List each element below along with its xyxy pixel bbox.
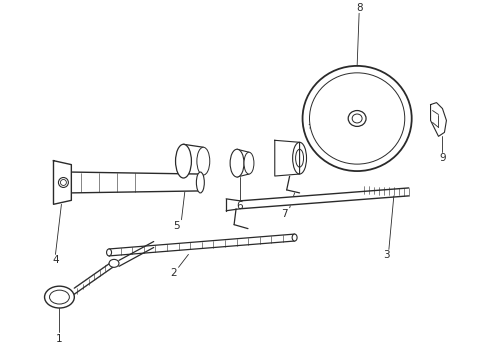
Text: 4: 4 [52,255,59,265]
Ellipse shape [302,66,412,171]
Ellipse shape [295,149,303,167]
Ellipse shape [352,114,362,123]
Polygon shape [72,172,200,193]
Polygon shape [109,234,294,256]
Ellipse shape [244,152,254,174]
Text: 2: 2 [170,268,177,278]
Ellipse shape [49,290,70,304]
Ellipse shape [292,234,297,241]
Polygon shape [275,140,299,176]
Ellipse shape [196,172,204,193]
Text: 9: 9 [439,153,446,163]
Text: 6: 6 [237,201,244,211]
Ellipse shape [107,249,112,256]
Polygon shape [53,161,72,204]
Ellipse shape [293,142,307,174]
Text: 3: 3 [384,251,390,260]
Ellipse shape [310,73,405,164]
Polygon shape [74,260,114,294]
Ellipse shape [58,177,69,188]
Text: 7: 7 [281,209,288,219]
Polygon shape [240,188,409,209]
Ellipse shape [175,144,192,178]
Ellipse shape [348,111,366,126]
Polygon shape [46,287,74,307]
Ellipse shape [45,286,74,308]
Ellipse shape [230,149,244,177]
Text: 5: 5 [173,221,180,231]
Text: 8: 8 [356,3,363,13]
Ellipse shape [109,260,119,267]
Ellipse shape [197,147,210,175]
Ellipse shape [60,180,66,185]
Text: 1: 1 [56,334,63,344]
